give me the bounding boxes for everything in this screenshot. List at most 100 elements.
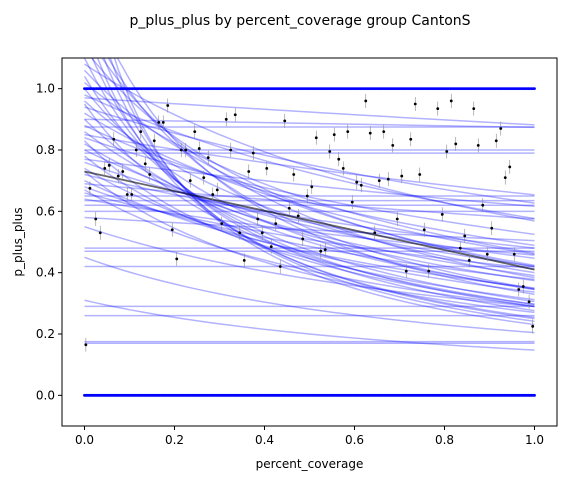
fit-line-32 xyxy=(83,118,535,290)
fit-line-29 xyxy=(84,137,535,236)
data-point-73 xyxy=(413,102,417,106)
y-tick-label-2: 0.4 xyxy=(36,266,55,280)
boundary-point xyxy=(533,393,536,397)
data-point-24 xyxy=(193,130,197,134)
data-point-41 xyxy=(269,245,273,249)
data-point-69 xyxy=(395,217,399,221)
fit-line-40 xyxy=(83,69,535,267)
data-point-56 xyxy=(337,157,341,161)
data-point-13 xyxy=(143,162,147,166)
fit-line-20 xyxy=(84,192,535,270)
fit-line-50 xyxy=(109,58,535,323)
x-tick-label-5: 1.0 xyxy=(525,433,544,447)
fit-line-55 xyxy=(84,216,535,242)
fit-line-33 xyxy=(84,112,535,256)
data-point-19 xyxy=(170,228,174,232)
data-point-78 xyxy=(440,213,444,216)
fit-line-31 xyxy=(84,124,535,247)
fit-line-22 xyxy=(84,179,535,289)
mean-fit-line xyxy=(84,170,535,271)
x-tick-label-2: 0.4 xyxy=(255,433,274,447)
data-point-34 xyxy=(238,231,242,235)
fit-line-35 xyxy=(84,100,535,274)
y-tick-label-3: 0.6 xyxy=(36,204,55,218)
data-point-54 xyxy=(328,150,332,153)
data-point-83 xyxy=(463,234,467,238)
fit-line-18 xyxy=(84,225,535,308)
data-point-62 xyxy=(364,99,368,103)
data-point-71 xyxy=(404,269,408,273)
data-point-5 xyxy=(107,163,111,167)
data-point-16 xyxy=(157,121,161,124)
data-point-2 xyxy=(94,217,98,221)
boundary-point xyxy=(533,87,536,91)
data-point-64 xyxy=(373,231,377,235)
data-point-86 xyxy=(476,144,480,147)
data-point-66 xyxy=(382,130,386,134)
fit-line-14 xyxy=(84,118,535,129)
data-point-35 xyxy=(242,259,246,262)
fit-line-15 xyxy=(84,97,535,126)
data-point-59 xyxy=(350,200,354,204)
fit-line-38 xyxy=(84,81,535,254)
data-point-49 xyxy=(305,194,309,198)
plot-area xyxy=(61,57,558,427)
data-point-47 xyxy=(296,214,300,218)
fit-line-21 xyxy=(84,186,535,281)
data-point-63 xyxy=(368,131,372,135)
data-point-75 xyxy=(422,228,426,232)
data-point-4 xyxy=(103,167,107,170)
data-point-68 xyxy=(391,144,395,147)
data-point-39 xyxy=(260,231,264,235)
x-tick-label-3: 0.6 xyxy=(345,433,364,447)
data-point-33 xyxy=(233,113,237,117)
fit-line-34 xyxy=(84,106,535,204)
data-point-77 xyxy=(436,107,440,110)
fit-line-56 xyxy=(83,140,535,306)
fit-line-52 xyxy=(84,133,535,196)
data-point-96 xyxy=(521,285,525,288)
fit-line-27 xyxy=(84,149,535,267)
y-tick-label-0: 0.0 xyxy=(36,388,55,402)
data-point-94 xyxy=(512,252,516,256)
fit-line-43 xyxy=(90,58,535,268)
data-point-46 xyxy=(292,173,296,176)
data-point-10 xyxy=(130,193,134,196)
boundary-points xyxy=(83,87,536,397)
data-point-52 xyxy=(319,249,323,253)
data-point-79 xyxy=(445,150,449,153)
data-point-87 xyxy=(481,203,485,207)
data-point-36 xyxy=(247,170,251,173)
data-point-7 xyxy=(116,174,120,178)
fit-line-58 xyxy=(84,170,535,314)
data-point-17 xyxy=(161,121,165,124)
data-point-3 xyxy=(98,231,102,235)
data-point-70 xyxy=(400,174,404,178)
data-point-9 xyxy=(125,193,129,196)
data-point-0 xyxy=(84,343,88,347)
data-point-89 xyxy=(490,226,494,230)
fit-line-28 xyxy=(84,143,535,277)
y-tick-label-1: 0.2 xyxy=(36,327,55,341)
plot-frame xyxy=(61,57,558,427)
data-point-1 xyxy=(88,186,92,190)
data-point-72 xyxy=(409,137,413,141)
fit-line-16 xyxy=(84,299,535,351)
data-point-58 xyxy=(346,130,350,134)
x-tick-label-0: 0.0 xyxy=(75,433,94,447)
x-tick-label-4: 0.8 xyxy=(435,433,454,447)
x-tick-label-1: 0.2 xyxy=(165,433,184,447)
data-point-82 xyxy=(458,246,462,250)
y-axis: 0.0 0.2 0.4 0.6 0.8 1.0 xyxy=(36,82,62,402)
y-axis-label: p_plus_plus xyxy=(11,207,25,276)
data-point-38 xyxy=(256,217,260,221)
fit-line-23 xyxy=(84,173,535,249)
data-point-8 xyxy=(121,170,125,173)
data-point-98 xyxy=(531,324,535,328)
data-point-18 xyxy=(166,104,170,107)
x-axis-label: percent_coverage xyxy=(256,457,364,471)
data-point-20 xyxy=(175,257,179,261)
data-point-28 xyxy=(211,193,215,196)
